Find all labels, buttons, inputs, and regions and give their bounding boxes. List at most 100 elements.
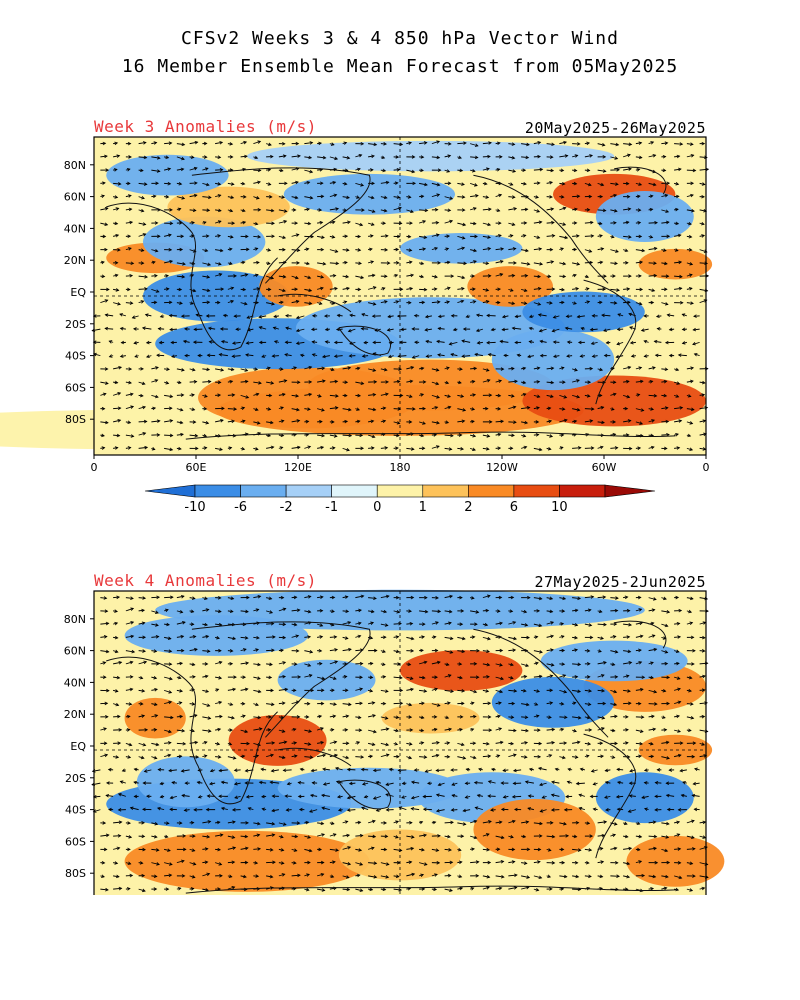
- wind-vector-head: [536, 366, 541, 371]
- wind-vector-head: [396, 379, 401, 384]
- wind-vector-head: [344, 636, 349, 640]
- wind-vector-head: [382, 635, 387, 640]
- wind-vector-head: [321, 433, 326, 438]
- wind-vector: [635, 688, 643, 691]
- wind-vector: [437, 354, 445, 357]
- wind-vector-head: [587, 702, 592, 706]
- wind-vector-head: [612, 635, 617, 639]
- wind-vector: [597, 716, 605, 719]
- wind-vector-head: [220, 780, 225, 785]
- wind-vector: [125, 650, 135, 653]
- wind-vector-head: [180, 594, 185, 599]
- wind-vector: [635, 742, 643, 745]
- wind-vector: [592, 355, 598, 358]
- wind-vector: [368, 447, 374, 449]
- wind-vector-head: [220, 368, 225, 372]
- wind-vector-head: [525, 820, 530, 824]
- wind-vector-head: [357, 634, 362, 639]
- wind-vector: [444, 636, 453, 640]
- wind-vector-head: [638, 661, 643, 665]
- wind-vector: [482, 300, 489, 304]
- wind-vector: [635, 608, 642, 612]
- wind-vector-head: [104, 154, 108, 159]
- coastline: [583, 733, 637, 859]
- wind-vector: [406, 169, 415, 173]
- wind-vector: [368, 835, 376, 838]
- wind-vector: [661, 142, 668, 145]
- wind-vector-head: [307, 407, 311, 411]
- wind-vector-head: [255, 702, 259, 707]
- wind-vector: [342, 875, 350, 879]
- wind-vector-head: [424, 328, 429, 332]
- wind-vector: [648, 728, 656, 731]
- wind-vector-head: [204, 248, 209, 253]
- wind-vector-head: [627, 419, 632, 423]
- wind-vector-head: [159, 781, 164, 786]
- wind-vector-head: [603, 820, 608, 824]
- wind-vector: [329, 703, 337, 705]
- wind-vector-head: [574, 623, 579, 627]
- wind-vector-head: [127, 755, 132, 759]
- wind-vector-head: [475, 874, 480, 878]
- wind-vector-head: [346, 447, 350, 452]
- wind-vector-head: [436, 421, 440, 425]
- wind-vector-head: [309, 809, 313, 813]
- wind-vector: [431, 848, 439, 852]
- wind-vector-head: [141, 689, 146, 693]
- wind-vector: [266, 663, 273, 666]
- wind-vector-head: [307, 860, 311, 865]
- wind-vector-head: [499, 648, 504, 653]
- wind-vector-head: [651, 608, 656, 612]
- wind-vector-head: [574, 207, 578, 212]
- wind-vector: [304, 636, 311, 638]
- wind-vector-head: [649, 742, 654, 746]
- wind-vector-head: [128, 835, 133, 839]
- wind-vector-head: [446, 234, 451, 239]
- wind-vector: [584, 235, 594, 237]
- wind-vector: [234, 769, 241, 771]
- wind-vector-head: [295, 299, 300, 304]
- wind-vector: [271, 809, 279, 812]
- wind-vector-head: [435, 848, 440, 852]
- wind-vector-head: [343, 141, 348, 145]
- wind-vector-head: [500, 807, 505, 812]
- wind-vector: [176, 168, 184, 171]
- wind-vector-head: [282, 635, 287, 640]
- lat-label: 80N: [64, 613, 86, 626]
- wind-vector: [699, 754, 707, 758]
- wind-vector-head: [271, 794, 276, 798]
- wind-vector: [572, 288, 579, 290]
- wind-vector-head: [257, 715, 262, 720]
- wind-vector-head: [191, 688, 195, 692]
- wind-vector-head: [472, 300, 477, 304]
- wind-vector-head: [575, 287, 580, 291]
- wind-vector-head: [549, 434, 554, 438]
- wind-vector-head: [207, 716, 212, 720]
- wind-vector-head: [615, 596, 619, 600]
- wind-vector-head: [615, 794, 620, 799]
- wind-vector-head: [528, 326, 533, 331]
- wind-vector: [533, 248, 542, 251]
- wind-vector: [329, 636, 337, 638]
- wind-vector-head: [369, 887, 374, 892]
- wind-vector-head: [436, 395, 440, 399]
- wind-vector: [521, 610, 527, 613]
- wind-vector-head: [603, 353, 608, 358]
- wind-vector: [113, 596, 120, 599]
- wind-vector-head: [361, 354, 366, 358]
- wind-vector: [380, 196, 387, 199]
- wind-vector: [335, 767, 343, 771]
- wind-vector-head: [322, 767, 326, 772]
- wind-vector-head: [496, 609, 501, 613]
- wind-vector: [151, 835, 157, 838]
- wind-vector-head: [296, 261, 300, 265]
- wind-vector-head: [243, 301, 248, 306]
- wind-vector-head: [488, 141, 492, 145]
- wind-vector-head: [651, 634, 656, 638]
- wind-vector-head: [447, 208, 452, 213]
- wind-vector-head: [589, 834, 594, 838]
- wind-vector: [533, 675, 542, 678]
- wind-vector-head: [424, 208, 429, 213]
- wind-vector-head: [204, 622, 209, 627]
- wind-vector-head: [450, 313, 455, 318]
